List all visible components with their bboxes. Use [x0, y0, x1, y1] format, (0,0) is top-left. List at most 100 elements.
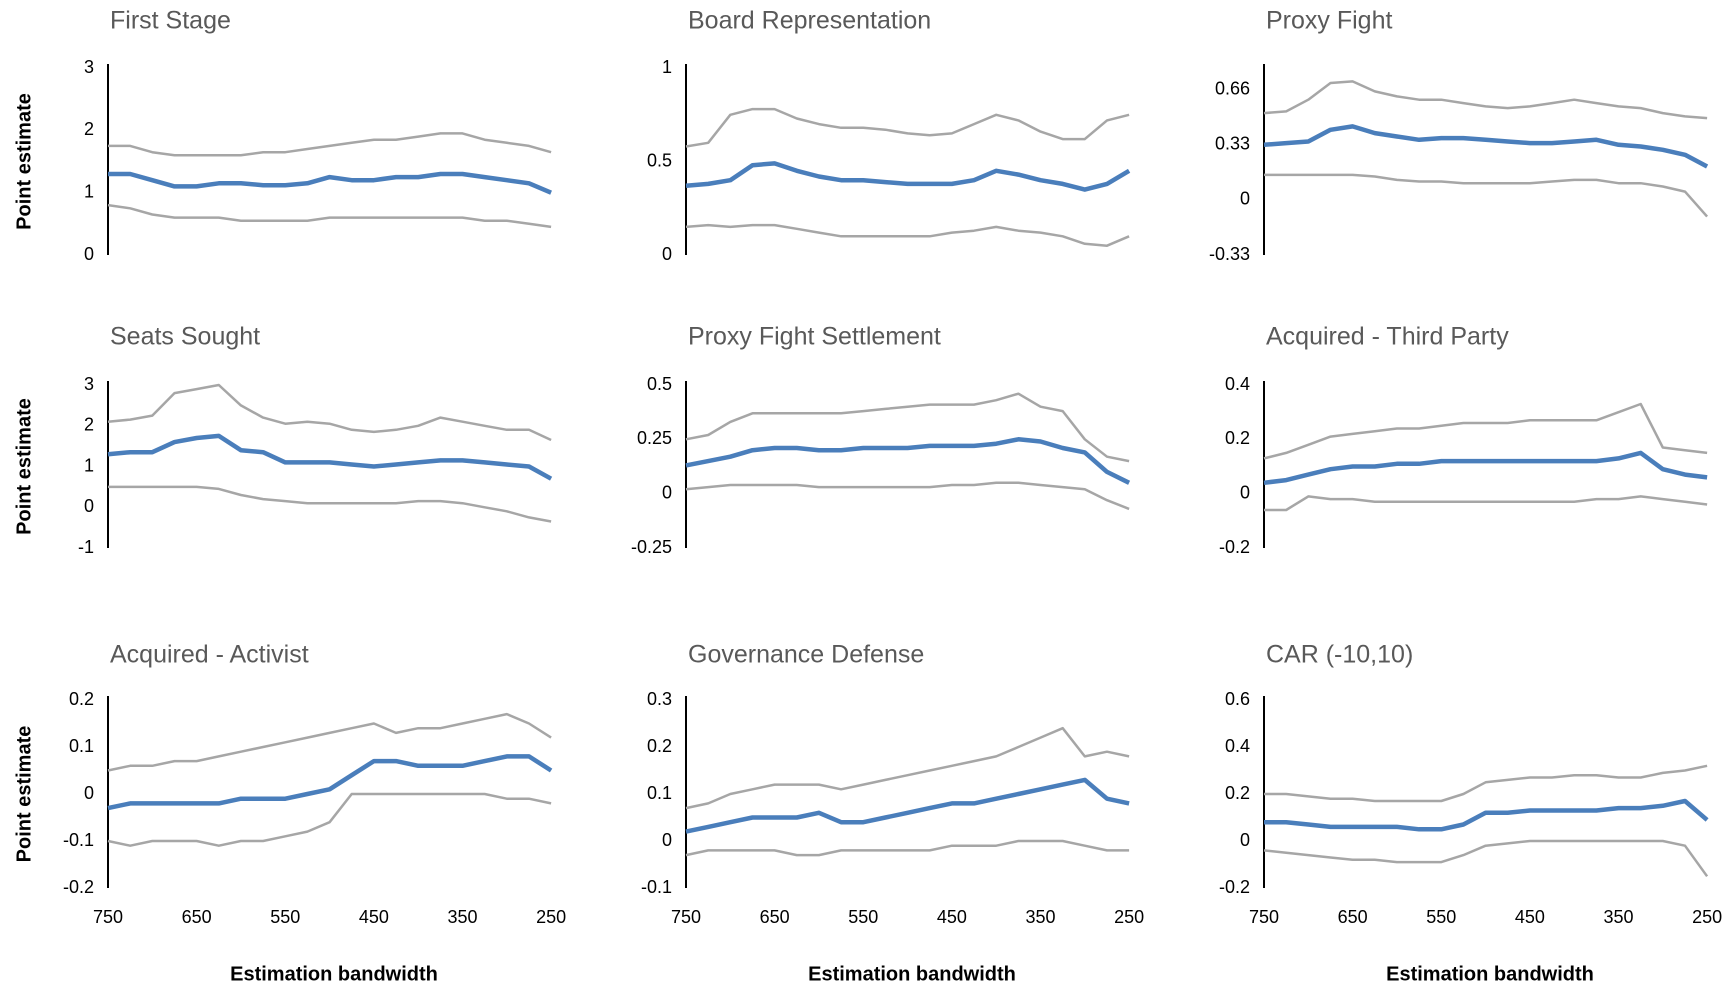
- y-tick-label: -0.1: [63, 830, 94, 850]
- y-tick-label: 0: [1240, 189, 1250, 209]
- y-tick-label: 0.25: [637, 428, 672, 448]
- series-line: [1263, 839, 1709, 878]
- series-line: [685, 839, 1130, 857]
- y-tick-label: 0.2: [1225, 783, 1250, 803]
- series-line: [685, 437, 1131, 485]
- x-tick-label: 450: [937, 907, 967, 927]
- y-tick-label: 0.66: [1215, 78, 1250, 98]
- y-tick-label: 3: [84, 374, 94, 394]
- y-tick-label: 0.33: [1215, 134, 1250, 154]
- y-tick-label: 0.1: [647, 783, 672, 803]
- x-tick-label: 750: [93, 907, 123, 927]
- y-tick-label: 1: [662, 57, 672, 77]
- x-tick-label: 250: [536, 907, 566, 927]
- panel-title: Acquired - Third Party: [1266, 323, 1509, 351]
- x-tick-label: 550: [1426, 907, 1456, 927]
- x-axis-label: Estimation bandwidth: [808, 963, 1016, 985]
- series-line: [685, 726, 1130, 810]
- y-tick-label: -1: [78, 537, 94, 557]
- y-axis-label: Point estimate: [13, 93, 35, 230]
- series-line: [107, 383, 552, 442]
- x-tick-label: 650: [760, 907, 790, 927]
- y-tick-label: 0.2: [69, 689, 94, 709]
- x-tick-label: 350: [1603, 907, 1633, 927]
- panel-title: Board Representation: [688, 7, 931, 35]
- series-line: [107, 792, 552, 847]
- x-tick-label: 750: [671, 907, 701, 927]
- y-tick-label: 0.5: [647, 374, 672, 394]
- series-line: [1263, 124, 1709, 169]
- series-line: [1263, 450, 1708, 486]
- panel-title: Proxy Fight Settlement: [688, 323, 941, 351]
- y-tick-label: 0: [84, 783, 94, 803]
- y-tick-label: 0: [84, 244, 94, 264]
- series-line: [1263, 80, 1708, 120]
- series-line: [1263, 402, 1708, 460]
- y-tick-label: 1: [84, 455, 94, 475]
- y-tick-label: 0: [662, 482, 672, 502]
- panel-title: CAR (-10,10): [1266, 641, 1413, 669]
- panel-title: Proxy Fight: [1266, 7, 1392, 35]
- y-tick-label: 1: [84, 181, 94, 201]
- y-tick-label: 3: [84, 57, 94, 77]
- y-tick-label: 0.1: [69, 736, 94, 756]
- series-line: [107, 754, 553, 811]
- y-tick-label: 0.2: [1225, 428, 1250, 448]
- x-tick-label: 250: [1692, 907, 1722, 927]
- series-line: [108, 171, 552, 195]
- x-tick-label: 550: [270, 907, 300, 927]
- y-tick-label: 0: [1240, 830, 1250, 850]
- series-line: [107, 712, 552, 772]
- x-axis-label: Estimation bandwidth: [230, 963, 438, 985]
- y-tick-label: -0.25: [631, 537, 672, 557]
- series-line: [108, 132, 552, 157]
- series-line: [1264, 495, 1708, 512]
- series-line: [685, 107, 1130, 148]
- series-line: [685, 161, 1131, 192]
- x-tick-label: 650: [1338, 907, 1368, 927]
- y-axis-label: Point estimate: [13, 726, 35, 863]
- x-tick-label: 450: [359, 907, 389, 927]
- series-line: [1264, 173, 1709, 218]
- y-tick-label: -0.2: [1219, 877, 1250, 897]
- y-tick-label: 0: [662, 830, 672, 850]
- y-tick-label: 0.2: [647, 736, 672, 756]
- y-tick-label: 0.3: [647, 689, 672, 709]
- x-tick-label: 750: [1249, 907, 1279, 927]
- series-line: [685, 481, 1130, 511]
- series-line: [685, 777, 1130, 834]
- y-tick-label: -0.33: [1209, 244, 1250, 264]
- series-line: [1264, 798, 1709, 832]
- series-line: [107, 433, 553, 481]
- panel-title: First Stage: [110, 7, 231, 35]
- series-line: [107, 203, 552, 229]
- y-tick-label: 0: [1240, 482, 1250, 502]
- y-tick-label: 0.6: [1225, 689, 1250, 709]
- x-tick-label: 350: [447, 907, 477, 927]
- y-tick-label: -0.1: [641, 877, 672, 897]
- y-axis-label: Point estimate: [13, 398, 35, 535]
- y-tick-label: 0.4: [1225, 736, 1250, 756]
- y-tick-label: -0.2: [63, 877, 94, 897]
- series-line: [108, 485, 552, 523]
- panel-title: Seats Sought: [110, 323, 260, 351]
- panel-title: Governance Defense: [688, 641, 924, 669]
- y-tick-label: 2: [84, 415, 94, 435]
- y-tick-label: 0: [84, 496, 94, 516]
- x-axis-label: Estimation bandwidth: [1386, 963, 1594, 985]
- series-line: [1264, 764, 1708, 803]
- x-tick-label: 350: [1025, 907, 1055, 927]
- x-tick-label: 650: [182, 907, 212, 927]
- series-line: [685, 392, 1130, 463]
- x-tick-label: 550: [848, 907, 878, 927]
- y-tick-label: -0.2: [1219, 537, 1250, 557]
- y-tick-label: 2: [84, 119, 94, 139]
- x-tick-label: 250: [1114, 907, 1144, 927]
- series-line: [685, 223, 1130, 247]
- panel-title: Acquired - Activist: [110, 641, 309, 669]
- x-tick-label: 450: [1515, 907, 1545, 927]
- y-tick-label: 0.5: [647, 150, 672, 170]
- y-tick-label: 0.4: [1225, 374, 1250, 394]
- y-tick-label: 0: [662, 244, 672, 264]
